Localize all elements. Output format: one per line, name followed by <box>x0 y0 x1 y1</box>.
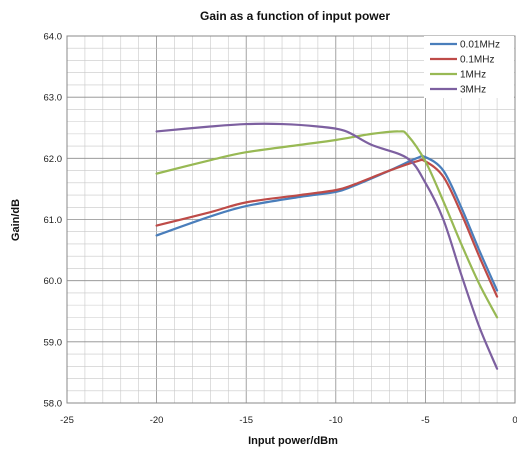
x-axis-label: Input power/dBm <box>248 435 338 447</box>
x-tick-label: 0 <box>512 415 517 426</box>
x-tick-label: -5 <box>421 415 429 426</box>
series-line-0-01mhz <box>155 154 499 292</box>
x-axis-ticks: -25 -20 -15 -10 -5 0 <box>60 415 517 426</box>
y-tick-label: 58.0 <box>44 399 63 410</box>
legend-background <box>424 36 514 98</box>
legend-label: 3MHz <box>460 85 486 96</box>
y-tick-label: 63.0 <box>44 93 63 104</box>
legend-label: 1MHz <box>460 70 486 81</box>
legend-label: 0.1MHz <box>460 55 494 66</box>
grid <box>66 35 516 404</box>
x-tick-label: -25 <box>60 415 74 426</box>
series-line-0-1mhz <box>155 158 499 298</box>
series-group <box>155 122 499 370</box>
y-tick-label: 60.0 <box>44 276 63 287</box>
y-tick-label: 64.0 <box>44 32 63 43</box>
x-tick-label: -10 <box>329 415 343 426</box>
legend-label: 0.01MHz <box>460 40 500 51</box>
series-line-1mhz <box>155 130 499 319</box>
x-tick-label: -20 <box>150 415 164 426</box>
chart-title: Gain as a function of input power <box>200 9 390 23</box>
y-tick-label: 62.0 <box>44 154 63 165</box>
y-tick-label: 59.0 <box>44 337 63 348</box>
y-axis-ticks: 58.0 59.0 60.0 61.0 62.0 63.0 64.0 <box>44 32 63 410</box>
legend: 0.01MHz 0.1MHz 1MHz 3MHz <box>424 36 514 98</box>
x-tick-label: -15 <box>239 415 253 426</box>
y-axis-label: Gain/dB <box>10 199 22 241</box>
series-line-3mhz <box>155 122 499 370</box>
y-tick-label: 61.0 <box>44 215 63 226</box>
plot-area <box>66 35 516 404</box>
